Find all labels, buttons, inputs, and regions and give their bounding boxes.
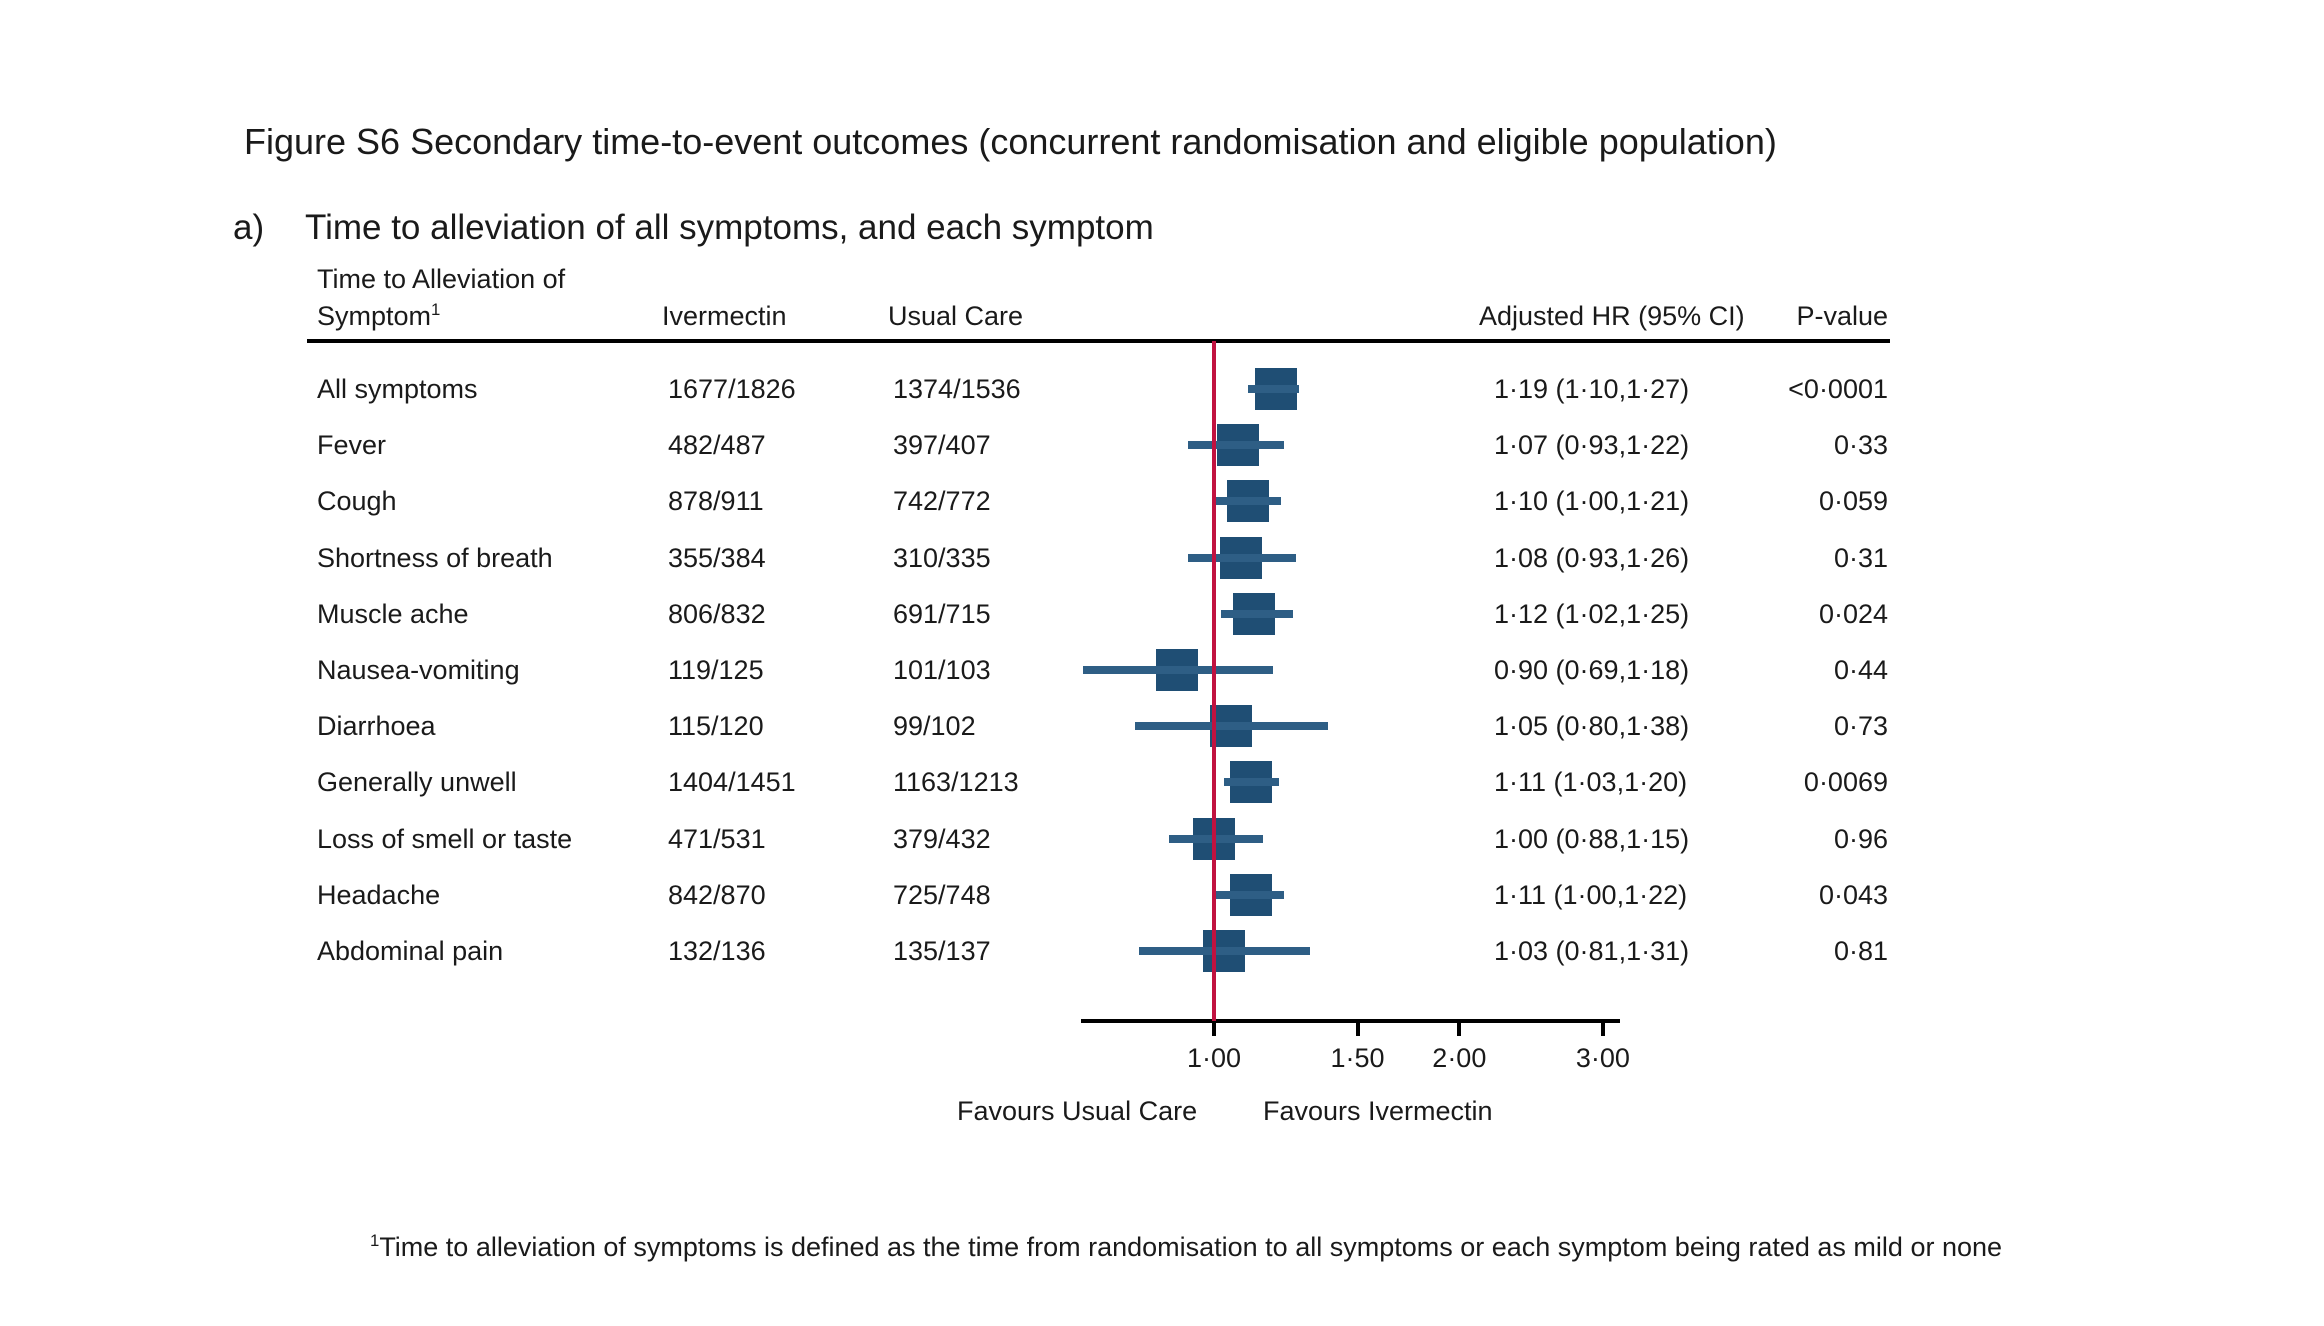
column-header-symptom-line2: Symptom1 <box>317 298 440 335</box>
column-header-symptom-line1: Time to Alleviation of <box>317 264 566 294</box>
row-adjusted-hr: 1·10 (1·00,1·21) <box>1494 486 1690 516</box>
row-usual-care: 691/715 <box>893 599 991 629</box>
row-usual-care: 379/432 <box>893 824 991 854</box>
figure-title: Figure S6 Secondary time-to-event outcom… <box>244 121 1777 162</box>
row-ivermectin: 471/531 <box>668 824 766 854</box>
column-header-adjusted-hr: Adjusted HR (95% CI) <box>1479 301 1745 331</box>
row-usual-care: 1163/1213 <box>893 767 1019 797</box>
row-p-value: 0·73 <box>1833 711 1888 741</box>
ci-whisker <box>1139 947 1310 955</box>
row-label: Diarrhoea <box>317 711 436 741</box>
row-label: Nausea-vomiting <box>317 655 520 685</box>
row-label: Generally unwell <box>317 767 517 797</box>
footnote-sup: 1 <box>370 1231 380 1250</box>
row-label: Muscle ache <box>317 599 469 629</box>
row-adjusted-hr: 1·05 (0·80,1·38) <box>1494 711 1690 741</box>
ci-whisker <box>1082 666 1273 674</box>
row-ivermectin: 355/384 <box>668 543 766 573</box>
row-p-value: 0·043 <box>1818 880 1888 910</box>
column-header-symptom-sup: 1 <box>431 300 441 319</box>
column-header-usual-care: Usual Care <box>888 301 1024 331</box>
row-label: All symptoms <box>317 374 478 404</box>
row-ivermectin: 482/487 <box>668 430 766 460</box>
favours-right-label: Favours Ivermectin <box>1263 1096 1493 1126</box>
x-axis-tick-label: 2·00 <box>1432 1043 1487 1073</box>
ci-whisker <box>1135 722 1328 730</box>
row-usual-care: 310/335 <box>893 543 991 573</box>
row-usual-care: 397/407 <box>893 430 991 460</box>
row-p-value: 0·024 <box>1818 599 1888 629</box>
row-label: Loss of smell or taste <box>317 824 573 854</box>
favours-left-label: Favours Usual Care <box>957 1096 1198 1126</box>
row-ivermectin: 1677/1826 <box>668 374 796 404</box>
x-axis-tick <box>1355 1023 1360 1036</box>
x-axis-tick <box>1457 1023 1462 1036</box>
ci-whisker <box>1188 554 1296 562</box>
row-usual-care: 135/137 <box>893 936 991 966</box>
row-label: Abdominal pain <box>317 936 504 966</box>
header-rule <box>307 339 1890 343</box>
column-header-p-value: P-value <box>1796 301 1888 331</box>
ci-whisker <box>1224 778 1279 786</box>
row-ivermectin: 806/832 <box>668 599 766 629</box>
row-adjusted-hr: 1·07 (0·93,1·22) <box>1494 430 1690 460</box>
row-ivermectin: 115/120 <box>668 711 764 741</box>
row-p-value: 0·33 <box>1833 430 1888 460</box>
ci-whisker <box>1188 441 1285 449</box>
row-label: Shortness of breath <box>317 543 553 573</box>
row-p-value: <0·0001 <box>1788 374 1888 404</box>
column-header-ivermectin: Ivermectin <box>662 301 787 331</box>
ci-whisker <box>1247 385 1299 393</box>
row-usual-care: 1374/1536 <box>893 374 1021 404</box>
row-label: Cough <box>317 486 397 516</box>
reference-line <box>1212 341 1216 1021</box>
row-ivermectin: 119/125 <box>668 655 764 685</box>
row-p-value: 0·81 <box>1833 936 1888 966</box>
row-adjusted-hr: 1·11 (1·03,1·20) <box>1494 767 1688 797</box>
row-usual-care: 101/103 <box>893 655 991 685</box>
x-axis-tick-label: 1·00 <box>1186 1043 1242 1073</box>
row-p-value: 0·44 <box>1833 655 1888 685</box>
row-ivermectin: 878/911 <box>668 486 764 516</box>
ci-whisker <box>1168 835 1264 843</box>
x-axis-tick <box>1600 1023 1605 1036</box>
row-usual-care: 99/102 <box>893 711 976 741</box>
row-label: Headache <box>317 880 441 910</box>
row-adjusted-hr: 1·00 (0·88,1·15) <box>1494 824 1690 854</box>
footnote-text: Time to alleviation of symptoms is defin… <box>379 1232 2003 1262</box>
x-axis-tick-label: 1·50 <box>1330 1043 1385 1073</box>
x-axis-tick <box>1212 1023 1216 1036</box>
row-p-value: 0·059 <box>1818 486 1888 516</box>
ci-whisker <box>1214 497 1282 505</box>
row-ivermectin: 132/136 <box>668 936 766 966</box>
panel-label: a) <box>233 208 265 247</box>
row-ivermectin: 1404/1451 <box>668 767 796 797</box>
row-label: Fever <box>317 430 387 460</box>
row-adjusted-hr: 0·90 (0·69,1·18) <box>1494 655 1690 685</box>
x-axis-line <box>1081 1019 1620 1023</box>
row-adjusted-hr: 1·03 (0·81,1·31) <box>1494 936 1690 966</box>
row-usual-care: 742/772 <box>893 486 991 516</box>
row-ivermectin: 842/870 <box>668 880 766 910</box>
row-adjusted-hr: 1·08 (0·93,1·26) <box>1494 543 1690 573</box>
row-p-value: 0·0069 <box>1803 767 1888 797</box>
row-adjusted-hr: 1·12 (1·02,1·25) <box>1494 599 1690 629</box>
ci-whisker <box>1221 610 1293 618</box>
row-adjusted-hr: 1·19 (1·10,1·27) <box>1494 374 1690 404</box>
panel-title: Time to alleviation of all symptoms, and… <box>305 208 1154 247</box>
column-header-symptom-text: Symptom <box>317 301 432 331</box>
row-p-value: 0·31 <box>1833 543 1888 573</box>
row-adjusted-hr: 1·11 (1·00,1·22) <box>1494 880 1688 910</box>
x-axis-tick-label: 3·00 <box>1575 1043 1630 1073</box>
row-p-value: 0·96 <box>1833 824 1888 854</box>
row-usual-care: 725/748 <box>893 880 991 910</box>
footnote: 1Time to alleviation of symptoms is defi… <box>370 1230 2002 1264</box>
ci-whisker <box>1214 891 1285 899</box>
